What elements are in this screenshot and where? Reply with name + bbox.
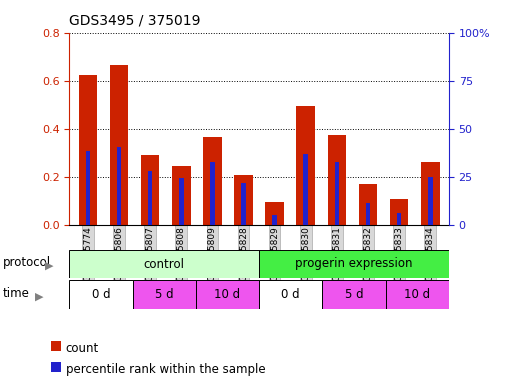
- Bar: [327, 135, 346, 225]
- FancyBboxPatch shape: [259, 280, 322, 309]
- Text: 10 d: 10 d: [404, 288, 430, 301]
- Text: progerin expression: progerin expression: [295, 258, 413, 270]
- Text: protocol: protocol: [3, 256, 51, 269]
- Bar: [141, 155, 160, 225]
- Bar: [359, 184, 377, 225]
- Text: control: control: [144, 258, 185, 270]
- Bar: [297, 106, 315, 225]
- Text: 5 d: 5 d: [155, 288, 173, 301]
- Text: ▶: ▶: [45, 260, 54, 270]
- FancyBboxPatch shape: [322, 280, 386, 309]
- Text: 0 d: 0 d: [92, 288, 110, 301]
- Bar: [203, 137, 222, 225]
- Text: 0 d: 0 d: [282, 288, 300, 301]
- Bar: [78, 74, 97, 225]
- FancyBboxPatch shape: [196, 280, 259, 309]
- FancyBboxPatch shape: [69, 280, 132, 309]
- Text: 5 d: 5 d: [345, 288, 363, 301]
- FancyBboxPatch shape: [259, 250, 449, 278]
- Text: percentile rank within the sample: percentile rank within the sample: [66, 363, 265, 376]
- Bar: [397, 213, 402, 225]
- Text: GDS3495 / 375019: GDS3495 / 375019: [69, 13, 201, 27]
- Bar: [172, 166, 191, 225]
- Bar: [390, 199, 408, 225]
- Bar: [272, 215, 277, 225]
- Bar: [234, 175, 253, 225]
- Bar: [428, 177, 432, 225]
- Bar: [117, 147, 122, 225]
- Bar: [421, 162, 440, 225]
- Bar: [303, 154, 308, 225]
- Bar: [86, 151, 90, 225]
- Bar: [334, 162, 339, 225]
- FancyBboxPatch shape: [386, 280, 449, 309]
- Bar: [265, 202, 284, 225]
- Bar: [366, 203, 370, 225]
- Bar: [148, 170, 152, 225]
- Bar: [110, 65, 128, 225]
- FancyBboxPatch shape: [132, 280, 196, 309]
- Bar: [210, 162, 215, 225]
- Text: time: time: [3, 287, 29, 300]
- Text: 10 d: 10 d: [214, 288, 241, 301]
- Bar: [241, 183, 246, 225]
- Text: count: count: [66, 342, 99, 355]
- Bar: [179, 178, 184, 225]
- Text: ▶: ▶: [35, 291, 44, 301]
- FancyBboxPatch shape: [69, 250, 259, 278]
